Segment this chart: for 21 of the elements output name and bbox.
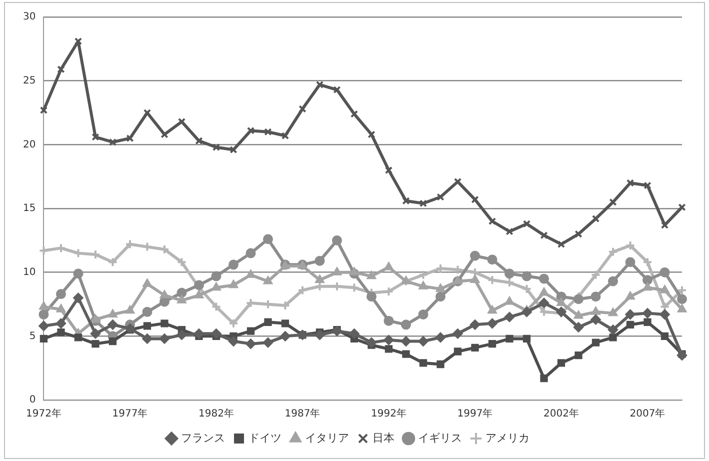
legend-label: イギリス bbox=[418, 431, 462, 444]
x-tick-label: 2007年 bbox=[630, 408, 666, 420]
x-tick-label: 1972年 bbox=[26, 408, 62, 420]
x-tick-label: 1982年 bbox=[198, 408, 234, 420]
x-tick-label: 1977年 bbox=[112, 408, 148, 420]
legend-label: ドイツ bbox=[248, 431, 282, 444]
y-tick-label: 25 bbox=[22, 75, 36, 86]
y-tick-label: 20 bbox=[22, 139, 36, 150]
y-tick-label: 10 bbox=[22, 266, 36, 278]
x-tick-label: 2002年 bbox=[544, 408, 579, 420]
x-tick-label: 1992年 bbox=[371, 408, 406, 420]
legend-label: イタリア bbox=[305, 431, 349, 444]
x-tick-label: 1997年 bbox=[457, 408, 493, 420]
legend-label: 日本 bbox=[372, 431, 394, 444]
legend-label: フランス bbox=[181, 431, 225, 444]
y-tick-label: 5 bbox=[29, 330, 36, 342]
y-tick-label: 15 bbox=[22, 203, 36, 214]
x-tick-label: 1987年 bbox=[284, 408, 320, 420]
y-tick-label: 30 bbox=[22, 12, 36, 23]
legend-label: アメリカ bbox=[486, 431, 530, 444]
y-tick-label: 0 bbox=[29, 394, 36, 406]
